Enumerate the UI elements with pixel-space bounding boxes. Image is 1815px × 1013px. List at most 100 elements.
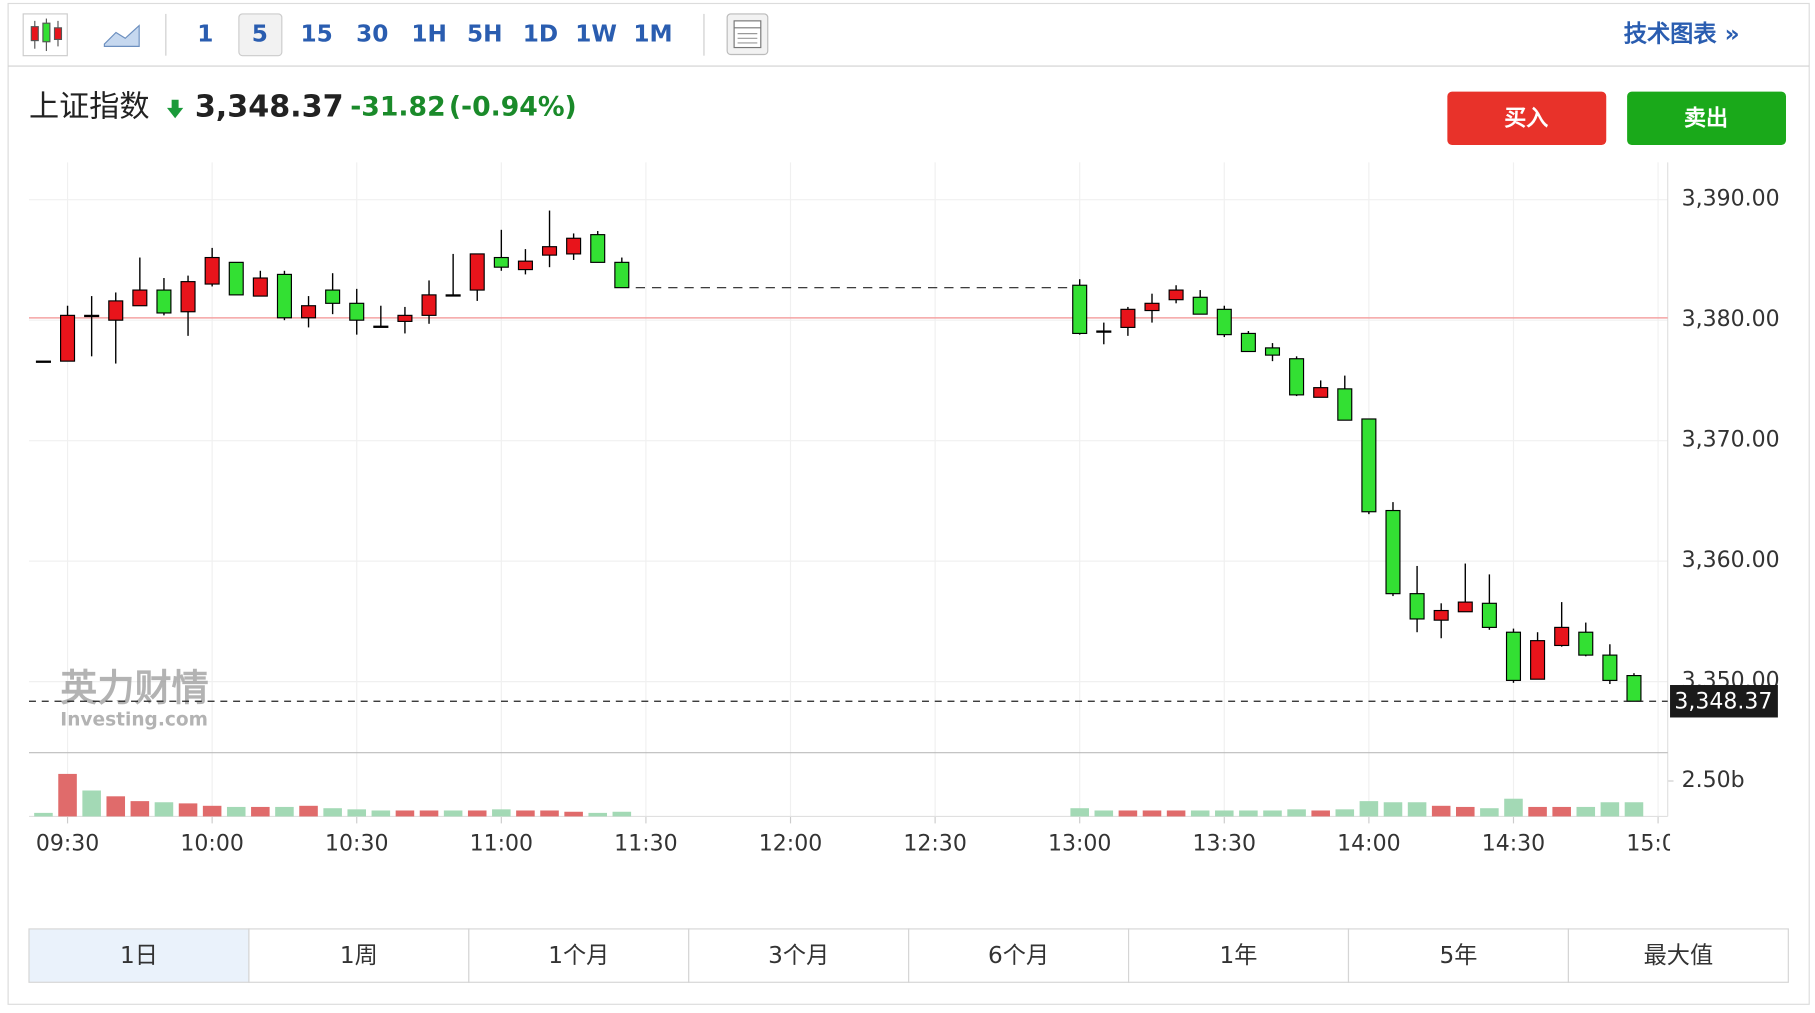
candle-body: [566, 237, 582, 255]
candle-body: [1313, 387, 1329, 398]
volume-bar: [1287, 809, 1306, 817]
range-tab-label[interactable]: 1日: [120, 942, 158, 969]
y-tick-label: 3,370.00: [1682, 428, 1780, 453]
volume-bar: [1600, 802, 1620, 817]
candle-body: [517, 260, 533, 271]
candle-body: [1409, 593, 1425, 620]
sell-label[interactable]: 卖出: [1684, 105, 1728, 131]
candle-body: [1626, 675, 1642, 702]
tech-chart-link[interactable]: 技术图表 »: [1624, 20, 1740, 47]
candle-body: [1337, 388, 1353, 421]
candle-body: [1554, 626, 1570, 647]
x-tick-label: 13:00: [1048, 831, 1111, 856]
candle-body: [1120, 308, 1136, 328]
range-tab[interactable]: [908, 928, 1130, 983]
last-price-tag: [1670, 685, 1778, 718]
buy-button[interactable]: [1447, 91, 1607, 145]
candle-body: [541, 246, 558, 256]
volume-bar: [251, 806, 270, 817]
range-tab[interactable]: [1127, 928, 1350, 983]
buy-label[interactable]: 买入: [1504, 106, 1548, 131]
candle-body: [1433, 609, 1449, 621]
volume-bar: [371, 810, 391, 817]
range-tab-label[interactable]: 5年: [1439, 942, 1477, 969]
x-tick-label: 15:00: [1626, 831, 1689, 856]
candle-body: [590, 234, 606, 263]
candle-body: [60, 314, 76, 362]
volume-bar: [226, 806, 246, 817]
x-tick-label: 12:00: [759, 831, 822, 856]
y-tick-label: 3,380.00: [1682, 307, 1780, 332]
down-arrow: [167, 99, 184, 119]
candle-body: [301, 305, 317, 319]
volume-bar: [564, 811, 583, 817]
interval-option[interactable]: 5H: [467, 20, 503, 47]
table-icon[interactable]: [726, 13, 769, 56]
range-tabs: 1日 1周 1个月 3个月 6个月 1年 5年 最大值: [28, 928, 1789, 983]
volume-bar: [419, 810, 439, 817]
volume-bar: [323, 808, 342, 817]
candle-body: [1264, 347, 1281, 356]
candle-body: [1096, 330, 1112, 333]
range-tab[interactable]: [1347, 928, 1569, 983]
range-tab[interactable]: [28, 928, 250, 983]
candle-body: [35, 360, 51, 363]
volume-bar: [1456, 806, 1475, 817]
range-tab[interactable]: [248, 928, 470, 983]
volume-bar: [1239, 810, 1258, 817]
range-tab-label[interactable]: 6个月: [988, 942, 1049, 969]
volume-bar: [1118, 810, 1138, 817]
sell-button[interactable]: [1627, 91, 1787, 145]
candle-body: [252, 277, 268, 297]
instrument-name: 上证指数: [29, 89, 150, 124]
volume-bar: [347, 809, 367, 817]
interval-option[interactable]: 1D: [523, 20, 558, 47]
candle-body: [1361, 418, 1377, 513]
frame: [7, 2, 1810, 1005]
last-price-label: 3,348.37: [1674, 689, 1772, 714]
range-tab-label[interactable]: 3个月: [768, 942, 829, 969]
plot: 09:30 10:00 10:30 11:00 11:30 12:00 12:30 13:00…: [28, 162, 1780, 856]
interval-option[interactable]: 1W: [575, 20, 617, 47]
candle-body: [228, 261, 244, 296]
watermark: Investing.com: [60, 710, 208, 731]
volume-bar: [467, 810, 487, 817]
interval-option[interactable]: 1M: [633, 20, 672, 47]
volume-bar: [1263, 810, 1282, 817]
candle-body: [1072, 284, 1088, 335]
volume-bar: [154, 802, 174, 817]
candle-body: [325, 289, 341, 304]
x-tick-label: 14:00: [1337, 831, 1400, 856]
line-icon[interactable]: [103, 24, 140, 47]
interval-option[interactable]: 30: [356, 20, 388, 47]
range-tab[interactable]: [468, 928, 690, 983]
volume-bar: [1624, 802, 1644, 817]
candle-body: [1216, 308, 1232, 336]
range-tab[interactable]: [688, 928, 910, 983]
candle-body: [1385, 509, 1401, 595]
candle-body: [108, 300, 124, 321]
volume-bar: [1480, 808, 1499, 817]
x-tick-label: 10:00: [180, 831, 243, 856]
volume-bar: [1407, 802, 1427, 817]
range-tab-label[interactable]: 1个月: [548, 942, 609, 969]
candle-body: [493, 256, 509, 268]
volume-bar: [1166, 810, 1186, 817]
range-tab[interactable]: [1567, 928, 1789, 983]
interval-option[interactable]: 15: [300, 20, 332, 47]
candle-body: [1505, 631, 1522, 681]
volume-bar: [82, 790, 101, 817]
volume-bar: [58, 773, 77, 817]
volume-bar: [1190, 810, 1210, 817]
range-tab-label[interactable]: 最大值: [1644, 942, 1714, 969]
candle-body: [156, 289, 172, 314]
candle-icon[interactable]: [22, 13, 68, 57]
volume-bar: [106, 796, 126, 817]
interval-option[interactable]: 1H: [411, 20, 447, 47]
interval-option[interactable]: 5: [252, 20, 268, 47]
range-tab-label[interactable]: 1年: [1220, 942, 1258, 969]
range-tab-label[interactable]: 1周: [340, 942, 378, 969]
interval-option[interactable]: 1: [197, 20, 213, 47]
